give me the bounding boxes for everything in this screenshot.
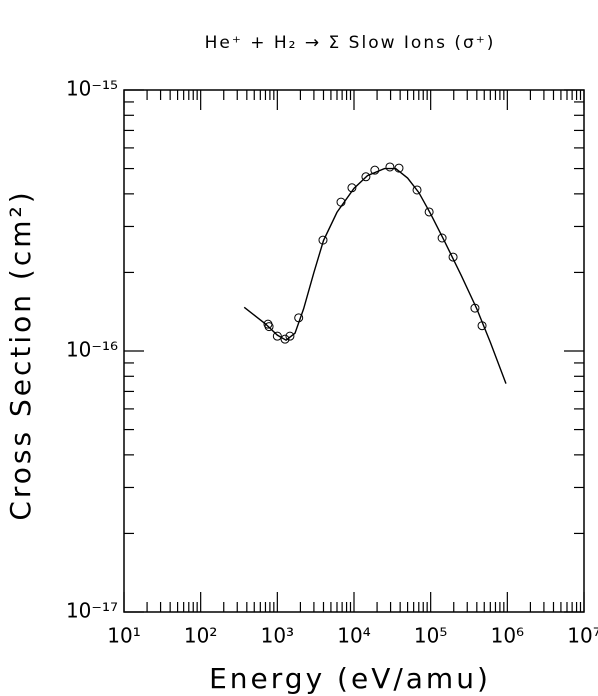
- data-point: [336, 197, 346, 207]
- data-point: [318, 235, 328, 245]
- data-point: [424, 207, 434, 217]
- x-tick-label: 10²: [184, 624, 217, 648]
- x-tick-label: 10³: [261, 624, 294, 648]
- data-point: [394, 163, 404, 173]
- fit-curve: [243, 167, 507, 384]
- data-point: [437, 233, 447, 243]
- y-tick-label: 10⁻¹⁷: [66, 599, 118, 623]
- data-point: [264, 322, 274, 332]
- x-tick-label: 10⁴: [337, 624, 370, 648]
- chart-title: He⁺ + H₂ → Σ Slow Ions (σ⁺): [205, 33, 496, 53]
- x-tick-label: 10¹: [107, 624, 140, 648]
- x-tick-label: 10⁶: [491, 624, 524, 648]
- data-point: [347, 183, 357, 193]
- data-point: [370, 165, 380, 175]
- x-tick-label: 10⁵: [414, 624, 447, 648]
- data-point: [470, 303, 480, 313]
- y-tick-label: 10⁻¹⁵: [66, 77, 118, 101]
- data-point: [361, 172, 371, 182]
- data-point: [412, 185, 422, 195]
- data-point: [448, 252, 458, 262]
- y-tick-label: 10⁻¹⁶: [66, 338, 118, 362]
- x-axis-label: Energy (eV/amu): [209, 662, 491, 695]
- data-point: [285, 331, 295, 341]
- x-tick-label: 10⁷: [567, 624, 598, 648]
- data-point: [280, 334, 290, 344]
- y-axis-label: Cross Section (cm²): [4, 189, 37, 520]
- plot-frame: [123, 89, 585, 613]
- data-point: [385, 162, 395, 172]
- data-point: [294, 313, 304, 323]
- data-point: [477, 321, 487, 331]
- data-point: [272, 331, 282, 341]
